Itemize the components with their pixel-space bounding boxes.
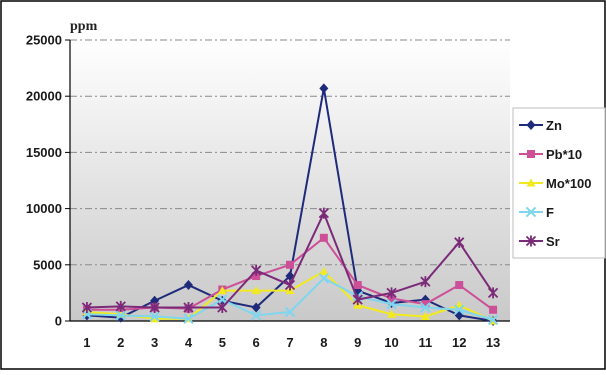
data-point	[149, 302, 160, 314]
data-point	[386, 287, 397, 299]
data-point	[284, 279, 296, 291]
data-point	[487, 314, 499, 326]
series-group	[81, 83, 499, 326]
data-point	[489, 305, 498, 314]
data-point	[318, 273, 330, 284]
data-point	[455, 281, 464, 290]
data-point	[251, 264, 262, 276]
legend: Zn Pb*10 Mo*100 F Sr	[512, 107, 606, 259]
legend-marker	[525, 235, 537, 247]
data-point	[386, 298, 397, 310]
data-point	[183, 302, 194, 314]
data-point	[217, 286, 227, 295]
x-tick-label: 11	[419, 335, 433, 350]
data-point	[353, 281, 362, 290]
x-tick-label: 13	[486, 335, 500, 350]
data-point	[183, 313, 194, 324]
data-point	[318, 207, 329, 219]
data-point	[487, 287, 499, 299]
data-point	[183, 280, 193, 291]
data-point	[454, 236, 465, 248]
data-point	[150, 314, 160, 323]
data-point	[251, 286, 261, 295]
data-point	[420, 312, 430, 321]
data-point	[252, 272, 261, 281]
data-point	[115, 310, 126, 321]
y-tick-label: 25000	[26, 33, 62, 48]
x-tick-label: 2	[117, 335, 124, 350]
y-tick-label: 5000	[33, 257, 62, 272]
data-point	[81, 302, 93, 314]
data-point	[352, 294, 363, 306]
y-unit-label: ppm	[70, 19, 98, 34]
data-point	[149, 311, 160, 322]
x-tick-label: 1	[83, 335, 90, 350]
data-point	[387, 294, 396, 303]
data-point	[150, 295, 160, 306]
data-point	[217, 294, 228, 305]
legend-marker	[525, 206, 537, 218]
series-f	[81, 273, 499, 326]
data-point	[251, 302, 261, 313]
data-point	[115, 300, 126, 312]
y-tick-label: 0	[55, 314, 62, 329]
legend-marker	[527, 150, 535, 158]
x-tick-label: 3	[151, 335, 158, 350]
y-tick-label: 15000	[26, 145, 62, 160]
legend-label: F	[546, 205, 554, 220]
data-point	[286, 260, 294, 269]
y-tick-label: 20000	[26, 89, 62, 104]
x-tick-label: 5	[219, 335, 226, 350]
x-tick-label: 7	[286, 335, 293, 350]
axes	[65, 39, 510, 322]
data-point	[421, 300, 430, 309]
x-tick-label: 6	[253, 335, 260, 350]
x-tick-label: 9	[354, 335, 361, 350]
data-point	[420, 276, 431, 288]
legend-item: Sr	[519, 234, 560, 249]
x-tick-label: 4	[185, 335, 193, 350]
data-point	[454, 304, 465, 315]
data-point	[387, 309, 397, 318]
legend-label: Pb*10	[546, 147, 582, 162]
gridlines	[70, 39, 510, 266]
legend-label: Mo*100	[546, 176, 592, 191]
y-tick-label: 10000	[26, 201, 62, 216]
data-point	[319, 233, 328, 242]
x-tick-label: 10	[384, 335, 398, 350]
legend-label: Zn	[546, 118, 562, 133]
data-point	[420, 302, 431, 313]
data-point	[284, 306, 296, 318]
x-tick-label: 12	[452, 335, 466, 350]
legend-label: Sr	[546, 234, 560, 249]
data-point	[217, 302, 228, 314]
legend-item: Mo*100	[519, 176, 592, 191]
legend-marker	[526, 178, 536, 187]
legend-item: Zn	[519, 118, 562, 133]
data-point	[319, 267, 329, 276]
data-point	[319, 83, 329, 94]
series-sr	[81, 207, 499, 314]
legend-item: Pb*10	[519, 147, 582, 162]
x-tick-label: 8	[320, 335, 327, 350]
legend-item: F	[519, 205, 554, 220]
data-point	[250, 310, 262, 321]
legend-marker	[526, 120, 536, 130]
